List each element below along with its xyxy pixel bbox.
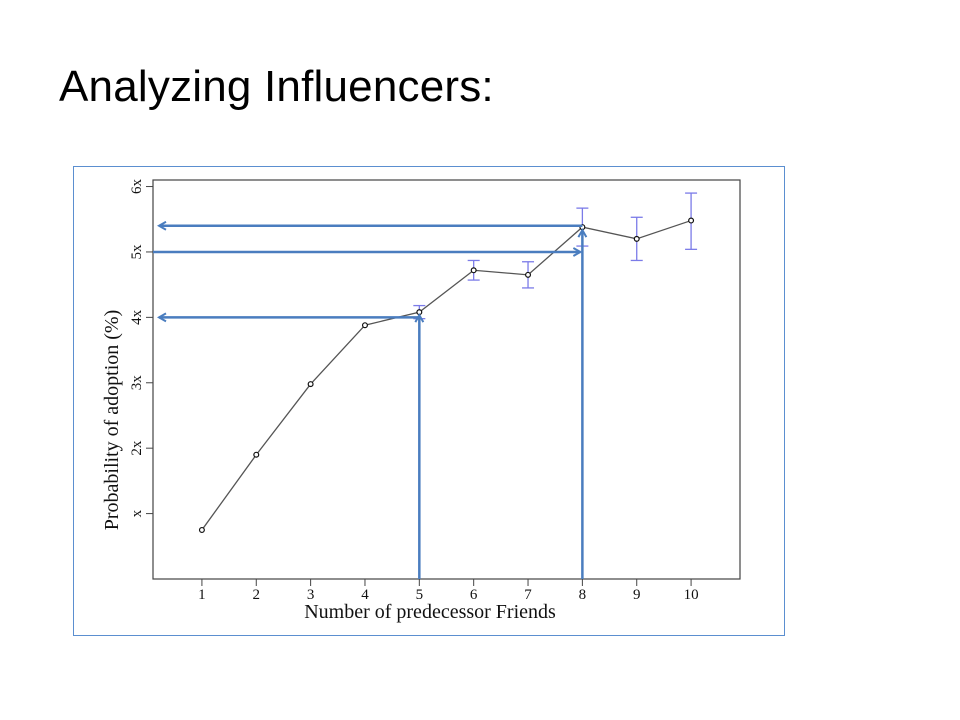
x-tick-label: 2: [253, 587, 261, 603]
x-tick-label: 8: [579, 587, 587, 603]
series-line: [201, 219, 692, 531]
figure-frame: [73, 166, 785, 636]
slide-title: Analyzing Influencers:: [59, 62, 494, 111]
x-axis-label: Number of predecessor Friends: [304, 601, 556, 623]
x-tick-label: 4: [361, 587, 369, 603]
x-tick-label: 6: [470, 587, 478, 603]
y-tick-label: 4x: [129, 309, 145, 325]
data-point: [307, 381, 314, 388]
x-tick-label: 7: [524, 587, 532, 603]
x-axis: 1 2 3 4 5 6 7 8 9 10: [198, 579, 699, 603]
y-tick-label: 2x: [129, 440, 145, 456]
x-tick-label: 3: [307, 587, 315, 603]
data-point: [198, 526, 205, 533]
plot-area: [152, 179, 741, 580]
data-point: [688, 217, 695, 224]
data-point: [253, 451, 260, 458]
y-tick-label: 6x: [129, 179, 145, 195]
y-tick-label: 3x: [129, 375, 145, 391]
x-tick-label: 9: [633, 587, 641, 603]
data-points: [198, 217, 695, 533]
y-tick-label: x: [129, 509, 145, 517]
data-point: [470, 267, 477, 274]
y-axis-label: Probability of adoption (%): [101, 310, 123, 531]
y-tick-label: 5x: [129, 244, 145, 259]
annotation-arrows: [153, 226, 582, 579]
data-point: [633, 235, 640, 242]
data-point: [525, 271, 532, 278]
error-bars: [413, 192, 698, 320]
y-axis: x 2x 3x 4x 5x 6x: [129, 179, 153, 517]
data-point: [416, 309, 423, 316]
x-tick-label: 10: [684, 587, 699, 603]
x-tick-label: 5: [416, 587, 424, 603]
data-point: [361, 322, 368, 329]
x-tick-label: 1: [198, 587, 206, 603]
